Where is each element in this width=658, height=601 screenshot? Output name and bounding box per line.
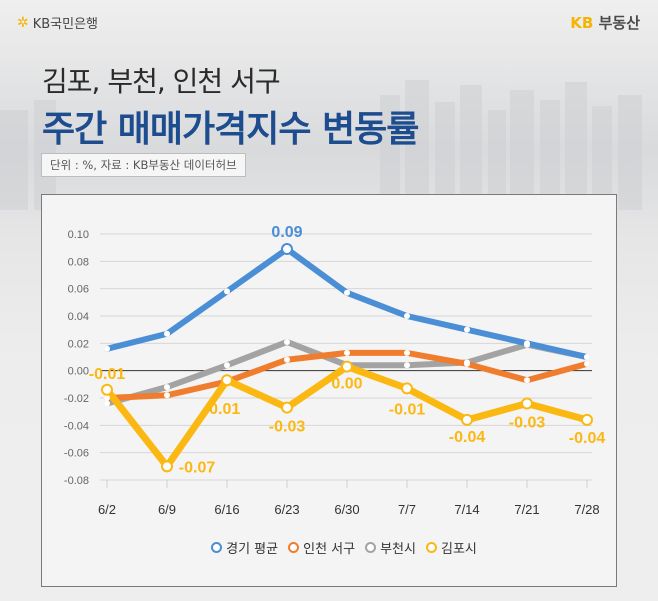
kb-realestate-logo: KB 부동산	[570, 12, 640, 33]
data-label-gimpo: -0.01	[389, 401, 426, 418]
kb-bank-logo: ✲ KB국민은행	[17, 13, 99, 33]
unit-source-note: 단위 : %, 자료 : KB부동산 데이터허브	[41, 153, 246, 177]
legend-label: 김포시	[440, 542, 477, 557]
data-point-gimpo	[221, 374, 233, 387]
data-point-bucheon	[284, 338, 290, 345]
data-point-gimpo	[521, 397, 533, 410]
legend-label: 경기 평균	[226, 542, 279, 557]
x-tick-label: 7/14	[454, 502, 479, 517]
city-skyline-backdrop	[0, 80, 642, 210]
x-tick-label: 6/9	[158, 502, 176, 517]
data-point-incheon_seogu	[464, 360, 470, 367]
data-point-bucheon	[224, 362, 230, 369]
title-regions: 김포, 부천, 인천 서구	[42, 65, 281, 98]
data-point-incheon_seogu	[164, 392, 170, 399]
page-title: 주간 매매가격지수 변동률	[42, 109, 419, 150]
data-point-gimpo	[461, 413, 473, 426]
data-label-gimpo: -0.07	[179, 459, 216, 476]
data-point-gyeonggi	[344, 289, 350, 296]
data-point-gimpo	[341, 360, 353, 373]
chart-panel	[41, 194, 617, 587]
series-line-gyeonggi	[104, 246, 590, 360]
data-point-gyeonggi	[104, 345, 110, 352]
data-point-gimpo	[101, 383, 113, 396]
legend-item-gyeonggi: 경기 평균	[211, 538, 278, 557]
y-tick-label: 0.10	[68, 229, 89, 241]
data-point-gimpo	[281, 401, 293, 414]
x-tick-label: 6/30	[334, 502, 359, 517]
data-point-gyeonggi	[464, 326, 470, 333]
kb-bank-name: KB국민은행	[32, 17, 99, 32]
data-label-gimpo: -0.03	[509, 414, 546, 431]
y-tick-label: 0.02	[68, 338, 89, 350]
y-tick-label: 0.00	[68, 366, 89, 378]
x-tick-label: 6/2	[98, 502, 116, 517]
legend-marker-icon	[365, 542, 377, 553]
legend-item-bucheon: 부천시	[365, 538, 416, 557]
kb-brand-mark: KB	[570, 14, 594, 32]
data-point-incheon_seogu	[344, 349, 350, 356]
y-tick-label: -0.04	[64, 420, 89, 432]
legend-marker-icon	[425, 542, 437, 553]
legend-label: 인천 서구	[303, 542, 356, 557]
data-point-gimpo	[401, 382, 413, 395]
chart-legend: 경기 평균 인천 서구 부천시 김포시	[0, 538, 658, 557]
x-tick-label: 7/7	[398, 502, 416, 517]
x-tick-label: 6/16	[214, 502, 239, 517]
data-point-bucheon	[404, 362, 410, 369]
y-tick-label: -0.06	[64, 448, 89, 460]
data-label-gimpo: -0.01	[204, 401, 241, 418]
y-tick-label: 0.08	[68, 256, 89, 268]
x-tick-label: 7/21	[514, 502, 539, 517]
kb-star-icon: ✲	[17, 14, 29, 31]
data-label-gimpo: -0.01	[89, 366, 126, 383]
data-point-gyeonggi	[584, 354, 590, 360]
legend-marker-icon	[211, 542, 223, 553]
x-tick-label: 7/28	[574, 502, 599, 517]
data-point-incheon_seogu	[584, 360, 590, 367]
legend-item-gimpo: 김포시	[425, 538, 477, 557]
data-label-gimpo: 0.00	[331, 376, 362, 393]
data-point-incheon_seogu	[404, 349, 410, 356]
data-label-gimpo: -0.04	[569, 430, 606, 447]
data-point-incheon_seogu	[524, 377, 530, 384]
data-label-gyeonggi: 0.09	[271, 224, 302, 241]
data-point-gimpo	[581, 413, 593, 426]
data-point-gimpo	[161, 460, 173, 473]
data-point-bucheon	[104, 400, 110, 407]
data-point-bucheon	[164, 384, 170, 391]
y-tick-label: -0.02	[64, 393, 89, 405]
y-tick-label: 0.04	[68, 311, 89, 323]
y-tick-label: 0.06	[68, 284, 89, 296]
data-point-incheon_seogu	[284, 356, 290, 363]
data-point-gyeonggi	[524, 340, 530, 347]
x-tick-label: 6/23	[274, 502, 299, 517]
data-label-gimpo: -0.03	[269, 419, 306, 436]
data-point-gyeonggi	[404, 313, 410, 319]
data-point-gyeonggi	[281, 243, 293, 256]
y-tick-label: -0.08	[64, 475, 89, 487]
kb-brand-name: 부동산	[598, 14, 640, 32]
data-point-incheon_seogu	[104, 395, 110, 401]
legend-item-incheon-seogu: 인천 서구	[288, 538, 355, 557]
legend-label: 부천시	[380, 542, 416, 557]
data-point-gyeonggi	[224, 288, 230, 295]
data-label-gimpo: -0.04	[449, 429, 486, 446]
legend-marker-icon	[288, 542, 300, 553]
data-point-gyeonggi	[164, 330, 170, 337]
